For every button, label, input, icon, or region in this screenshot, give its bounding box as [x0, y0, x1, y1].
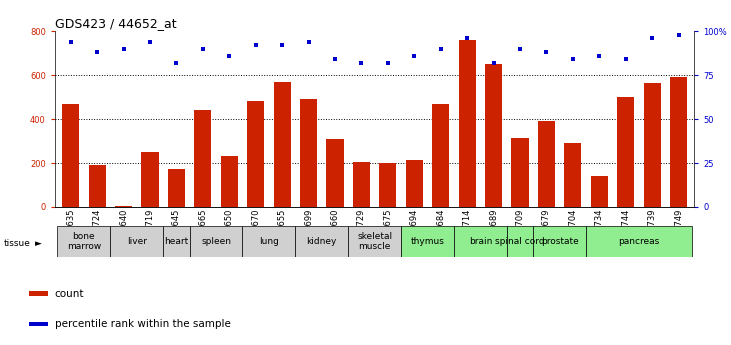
Text: kidney: kidney	[306, 237, 337, 246]
Point	[91, 49, 103, 55]
Text: skeletal
muscle: skeletal muscle	[357, 232, 393, 251]
Text: spleen: spleen	[201, 237, 231, 246]
Bar	[564, 143, 581, 207]
Point	[118, 46, 129, 51]
Point	[461, 35, 473, 41]
Bar	[379, 163, 396, 207]
Bar	[348, 226, 401, 257]
Point	[197, 46, 208, 51]
Bar	[29, 292, 48, 296]
Bar	[533, 226, 586, 257]
Bar	[58, 226, 110, 257]
Point	[409, 53, 420, 58]
Text: thymus: thymus	[411, 237, 444, 246]
Text: ►: ►	[35, 239, 42, 248]
Point	[144, 39, 156, 45]
Text: tissue: tissue	[4, 239, 31, 248]
Bar	[327, 139, 344, 207]
Bar	[273, 82, 291, 207]
Bar	[507, 226, 533, 257]
Bar	[538, 121, 555, 207]
Point	[382, 60, 394, 66]
Point	[620, 57, 632, 62]
Bar	[406, 160, 423, 207]
Bar	[401, 226, 454, 257]
Bar	[432, 104, 450, 207]
Bar	[643, 83, 661, 207]
Bar	[221, 156, 238, 207]
Bar	[88, 165, 106, 207]
Bar	[512, 138, 529, 207]
Point	[303, 39, 314, 45]
Bar	[168, 168, 185, 207]
Point	[646, 35, 658, 41]
Text: count: count	[55, 288, 84, 298]
Point	[170, 60, 182, 66]
Bar	[458, 40, 476, 207]
Text: pancreas: pancreas	[618, 237, 659, 246]
Bar	[243, 226, 295, 257]
Bar	[189, 226, 243, 257]
Bar	[670, 77, 687, 207]
Bar	[163, 226, 189, 257]
Bar	[586, 226, 692, 257]
Point	[276, 42, 288, 48]
Bar	[115, 206, 132, 207]
Point	[250, 42, 262, 48]
Point	[435, 46, 447, 51]
Bar	[485, 64, 502, 207]
Text: brain: brain	[469, 237, 492, 246]
Bar	[617, 97, 635, 207]
Text: percentile rank within the sample: percentile rank within the sample	[55, 319, 231, 329]
Bar	[110, 226, 163, 257]
Text: prostate: prostate	[541, 237, 578, 246]
Point	[224, 53, 235, 58]
Point	[355, 60, 367, 66]
Text: heart: heart	[164, 237, 189, 246]
Text: lung: lung	[259, 237, 279, 246]
Bar	[353, 162, 370, 207]
Text: bone
marrow: bone marrow	[67, 232, 101, 251]
Point	[514, 46, 526, 51]
Point	[488, 60, 499, 66]
Bar	[194, 110, 211, 207]
Point	[567, 57, 579, 62]
Bar	[454, 226, 507, 257]
Bar	[62, 104, 79, 207]
Bar	[591, 176, 608, 207]
Bar	[29, 322, 48, 326]
Bar	[295, 226, 348, 257]
Bar	[141, 152, 159, 207]
Text: spinal cord: spinal cord	[495, 237, 545, 246]
Bar	[247, 101, 265, 207]
Text: liver: liver	[126, 237, 147, 246]
Point	[673, 32, 684, 37]
Text: GDS423 / 44652_at: GDS423 / 44652_at	[55, 17, 176, 30]
Point	[329, 57, 341, 62]
Point	[541, 49, 553, 55]
Bar	[300, 99, 317, 207]
Point	[594, 53, 605, 58]
Point	[65, 39, 77, 45]
